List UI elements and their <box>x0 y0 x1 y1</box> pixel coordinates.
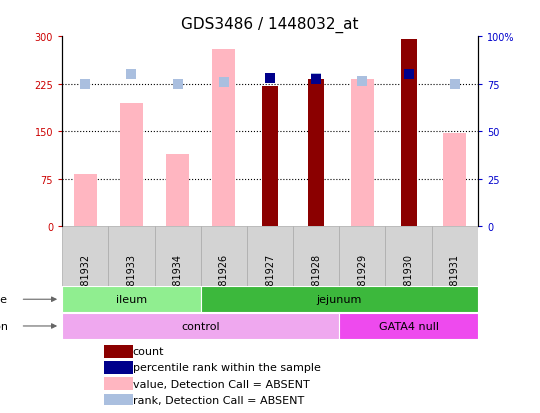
Bar <box>104 377 133 390</box>
Bar <box>293 227 339 286</box>
Point <box>81 81 90 88</box>
Text: GSM281930: GSM281930 <box>403 254 414 312</box>
Point <box>312 75 321 82</box>
Bar <box>109 227 154 286</box>
Bar <box>247 227 293 286</box>
Bar <box>386 227 431 286</box>
Bar <box>308 80 325 227</box>
Bar <box>62 313 339 339</box>
Bar <box>104 345 133 358</box>
Text: rank, Detection Call = ABSENT: rank, Detection Call = ABSENT <box>133 395 304 405</box>
Bar <box>339 313 478 339</box>
Point <box>312 77 321 83</box>
Bar <box>401 40 417 227</box>
Title: GDS3486 / 1448032_at: GDS3486 / 1448032_at <box>181 17 359 33</box>
Bar <box>166 154 189 227</box>
Text: jejunum: jejunum <box>316 294 362 304</box>
Bar <box>262 86 278 227</box>
Text: tissue: tissue <box>0 294 8 304</box>
Text: value, Detection Call = ABSENT: value, Detection Call = ABSENT <box>133 379 309 389</box>
Text: GSM281934: GSM281934 <box>173 254 183 312</box>
Bar <box>201 227 247 286</box>
Text: ileum: ileum <box>116 294 147 304</box>
Bar <box>339 227 386 286</box>
Text: GSM281928: GSM281928 <box>311 254 321 313</box>
Bar <box>73 175 97 227</box>
Bar <box>431 227 478 286</box>
Point <box>266 75 274 82</box>
Bar <box>154 227 201 286</box>
Bar <box>212 50 235 227</box>
Text: GSM281931: GSM281931 <box>450 254 460 312</box>
Bar <box>104 394 133 407</box>
Text: percentile rank within the sample: percentile rank within the sample <box>133 363 321 373</box>
Bar <box>62 227 109 286</box>
Text: GATA4 null: GATA4 null <box>379 321 438 331</box>
Text: genotype/variation: genotype/variation <box>0 321 8 331</box>
Text: GSM281927: GSM281927 <box>265 254 275 313</box>
Text: GSM281932: GSM281932 <box>80 254 90 313</box>
Bar <box>62 287 201 312</box>
Bar <box>201 287 478 312</box>
Text: GSM281926: GSM281926 <box>219 254 229 313</box>
Point <box>358 78 367 85</box>
Point <box>127 72 136 78</box>
Bar <box>120 104 143 227</box>
Point <box>173 81 182 88</box>
Text: count: count <box>133 346 164 356</box>
Point <box>450 81 459 88</box>
Point <box>404 72 413 78</box>
Text: GSM281933: GSM281933 <box>126 254 137 312</box>
Bar <box>104 361 133 374</box>
Text: control: control <box>181 321 220 331</box>
Text: GSM281929: GSM281929 <box>357 254 367 313</box>
Bar <box>351 80 374 227</box>
Point <box>219 79 228 86</box>
Bar <box>443 133 467 227</box>
